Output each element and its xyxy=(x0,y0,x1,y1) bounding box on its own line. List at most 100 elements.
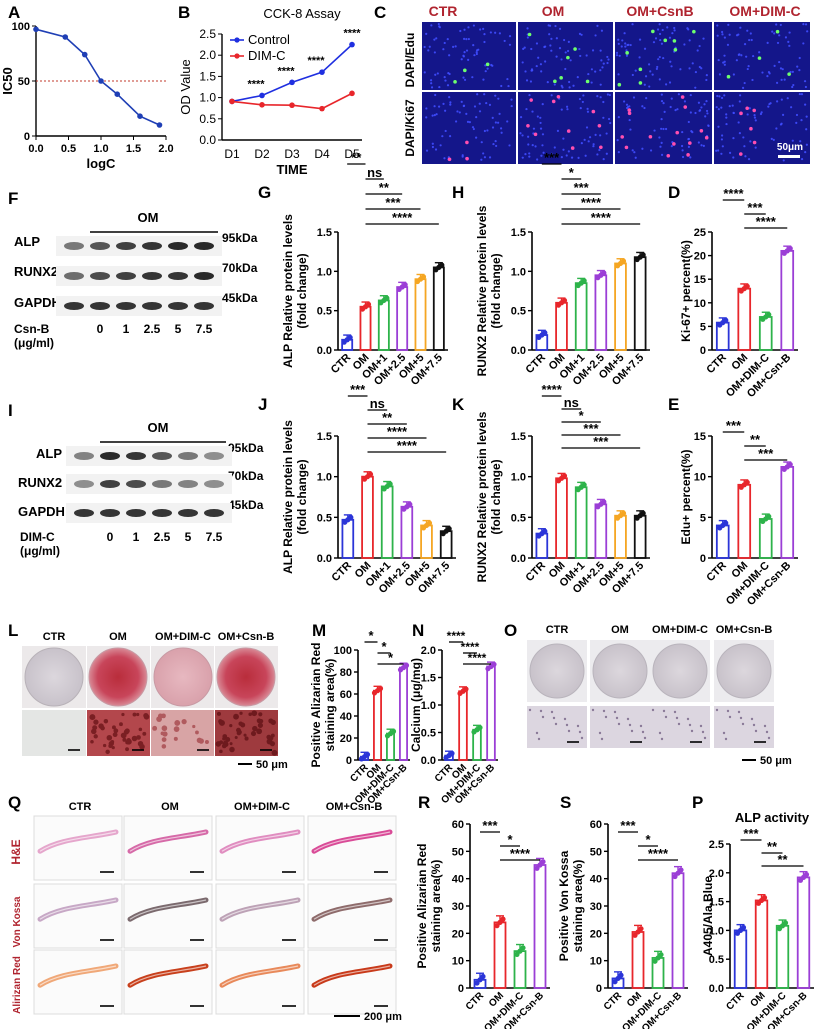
protein-band xyxy=(126,509,146,517)
tick-label: 0.0 xyxy=(511,345,526,357)
significance-label: *** xyxy=(747,200,763,215)
data-point xyxy=(449,750,455,757)
scale-bar-label: 50μm xyxy=(777,142,803,153)
data-point xyxy=(803,871,810,878)
data-point xyxy=(319,105,325,112)
bar xyxy=(533,864,547,989)
tick-label: 0.0 xyxy=(317,345,332,357)
data-point xyxy=(407,501,413,507)
tick-label: 0.5 xyxy=(511,512,526,524)
stained-nucleus xyxy=(648,134,653,139)
protein-band xyxy=(64,302,84,310)
tissue-image xyxy=(307,883,397,949)
significance-label: * xyxy=(569,165,575,180)
stained-nucleus xyxy=(556,94,561,99)
data-point xyxy=(114,91,121,97)
fluorescence-image xyxy=(422,22,516,90)
stained-nucleus xyxy=(663,38,668,43)
stained-nucleus xyxy=(624,145,629,150)
stained-nucleus xyxy=(533,132,538,137)
stained-nucleus xyxy=(463,68,467,73)
data-point xyxy=(156,122,163,128)
stained-nucleus xyxy=(551,99,556,104)
micro-image xyxy=(527,706,587,748)
stained-nucleus xyxy=(699,128,704,133)
data-point xyxy=(601,499,607,505)
unit-label: (μg/ml) xyxy=(14,336,54,350)
data-point xyxy=(520,945,526,951)
bar xyxy=(574,282,588,351)
tick-label: 1.5 xyxy=(199,69,216,83)
protein-band xyxy=(116,242,136,250)
stained-nucleus xyxy=(787,72,791,76)
tick-label: 0 xyxy=(458,983,464,995)
chart-a-ic50: 0 50 100 0.0 0.5 1.0 1.5 2.0 logC IC50 xyxy=(0,21,174,171)
stained-nucleus xyxy=(688,141,692,145)
panel-letter-p: P xyxy=(692,793,703,812)
data-point xyxy=(652,958,658,964)
panel-letter-f: F xyxy=(8,189,18,208)
bar xyxy=(594,274,608,351)
bar xyxy=(780,249,795,351)
micro-image-csnb xyxy=(215,710,278,756)
tick-label: 2.0 xyxy=(158,143,173,155)
tick-label: 80 xyxy=(340,667,352,679)
protein-band xyxy=(178,480,198,488)
protein-band xyxy=(178,452,198,460)
chart-h: 0.0 0.5 1.0 1.5 RUNX2 Relative protein level… xyxy=(475,150,650,388)
data-point xyxy=(377,685,384,692)
axis-label: logC xyxy=(87,156,116,171)
micro-image xyxy=(650,706,710,748)
protein-band xyxy=(90,272,110,280)
panel-letter-a: A xyxy=(8,3,20,22)
significance-label: **** xyxy=(277,65,295,77)
dose-label: 5 xyxy=(175,322,182,336)
band-label-runx2: RUNX2 xyxy=(14,264,58,279)
microscopy-col-label: OM xyxy=(542,3,565,19)
well-circle xyxy=(716,643,772,699)
category-label: CTR xyxy=(724,990,747,1013)
tick-label: 20 xyxy=(590,928,602,940)
stained-nucleus xyxy=(686,153,690,157)
data-point xyxy=(348,514,354,520)
bar xyxy=(414,278,427,351)
micro-image-ctr xyxy=(22,710,86,756)
stained-nucleus xyxy=(683,105,688,109)
tick-label: 0.0 xyxy=(199,133,216,147)
tick-label: 25 xyxy=(694,227,706,239)
bar xyxy=(377,299,390,351)
protein-band xyxy=(90,302,110,310)
microscopy-row-label: DAPI/Edu xyxy=(403,33,417,88)
tick-label: 5 xyxy=(700,321,706,333)
significance-label: **** xyxy=(343,28,361,40)
tick-label: 10 xyxy=(590,956,602,968)
bar xyxy=(555,477,568,559)
significance-label: **** xyxy=(581,195,602,210)
bar xyxy=(458,690,468,761)
tick-label: 0.5 xyxy=(317,306,332,318)
tick-label: 1.5 xyxy=(511,431,526,443)
axis-label: Positive Von Kossa xyxy=(557,850,571,961)
tick-label: 0 xyxy=(24,131,30,143)
well-label: CTR xyxy=(43,631,66,643)
data-point xyxy=(367,471,374,477)
stained-nucleus xyxy=(566,55,570,60)
stained-nucleus xyxy=(599,145,603,150)
data-point xyxy=(259,102,265,108)
protein-band xyxy=(74,509,94,517)
stained-nucleus xyxy=(739,111,743,116)
tick-label: D5 xyxy=(344,147,360,161)
data-point xyxy=(672,873,678,880)
panel-letter-s: S xyxy=(560,793,571,812)
tick-label: 1.5 xyxy=(511,227,526,239)
data-point xyxy=(319,69,325,75)
data-point xyxy=(761,894,768,901)
scale-bar-label: 50 μm xyxy=(760,755,792,767)
bar xyxy=(432,266,445,351)
protein-band xyxy=(100,452,120,460)
tick-label: 30 xyxy=(452,901,464,913)
panel-letter-j: J xyxy=(258,395,267,414)
axis-label: (fold change) xyxy=(489,459,503,534)
bar xyxy=(373,689,382,761)
panel-letter-c: C xyxy=(374,3,386,22)
